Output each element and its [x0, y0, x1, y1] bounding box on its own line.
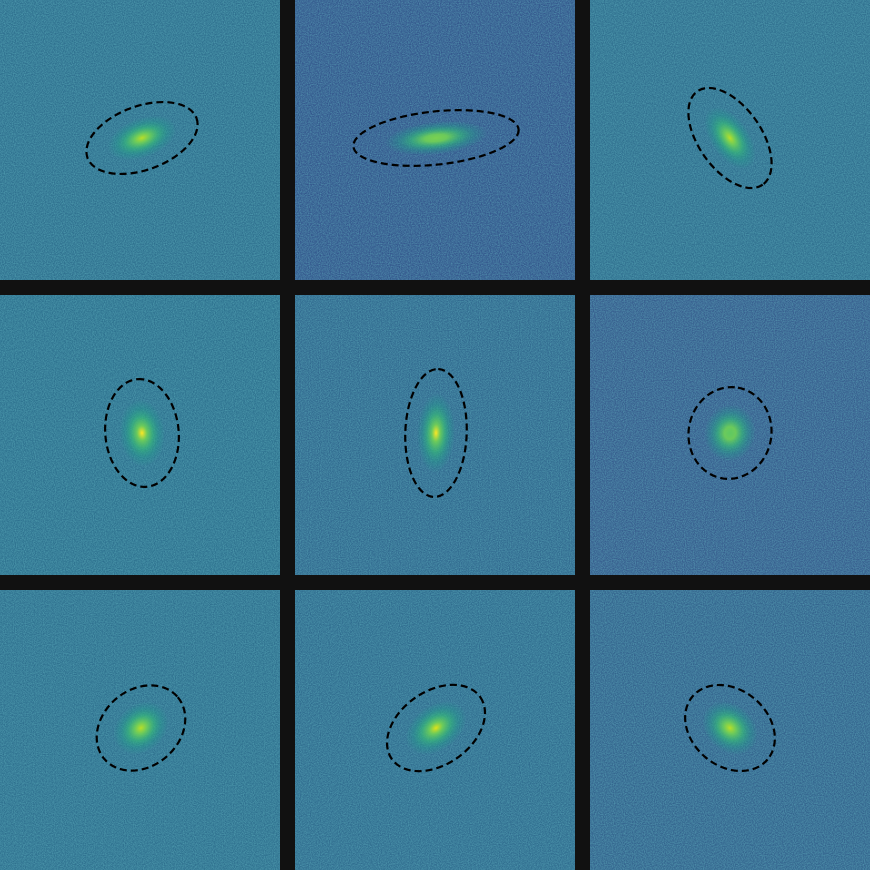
fit-ellipse-dashed	[404, 367, 468, 499]
galaxy-panel-7	[0, 590, 280, 870]
fit-ellipse-dashed	[104, 378, 180, 488]
galaxy-panel-8	[295, 590, 575, 870]
galaxy-panel-4-image	[0, 295, 280, 575]
galaxy-glow	[704, 404, 756, 462]
galaxy-panel-2	[295, 0, 575, 280]
galaxy-panel-5	[295, 295, 575, 575]
galaxy-glow	[405, 701, 467, 755]
galaxy-panel-6	[590, 295, 870, 575]
galaxy-glow	[107, 115, 177, 161]
galaxy-panel-7-image	[0, 590, 280, 870]
galaxy-glow	[702, 701, 758, 755]
galaxy-glow	[119, 399, 165, 467]
galaxy-panel-3	[590, 0, 870, 280]
galaxy-panel-9-image	[590, 590, 870, 870]
fit-ellipse-dashed	[85, 100, 199, 176]
galaxy-glow	[113, 701, 169, 755]
galaxy-panel-9	[590, 590, 870, 870]
galaxy-panel-6-image	[590, 295, 870, 575]
galaxy-panel-1	[0, 0, 280, 280]
galaxy-panel-1-image	[0, 0, 280, 280]
galaxy-glow	[704, 107, 756, 169]
fit-ellipse-dashed	[352, 109, 520, 167]
galaxy-panel-4	[0, 295, 280, 575]
galaxy-panel-8-image	[295, 590, 575, 870]
galaxy-glow	[384, 120, 488, 156]
galaxy-panel-3-image	[590, 0, 870, 280]
fit-ellipse-dashed	[687, 86, 773, 190]
galaxy-glow	[416, 393, 456, 473]
galaxy-panel-5-image	[295, 295, 575, 575]
fit-ellipse-dashed	[385, 683, 487, 773]
galaxy-panel-2-image	[295, 0, 575, 280]
